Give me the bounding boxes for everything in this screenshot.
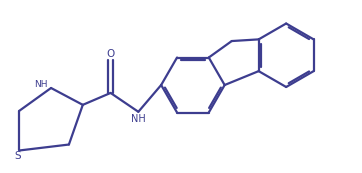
Text: O: O (106, 49, 115, 59)
Text: S: S (14, 151, 21, 161)
Text: NH: NH (131, 114, 146, 124)
Text: NH: NH (34, 80, 48, 89)
